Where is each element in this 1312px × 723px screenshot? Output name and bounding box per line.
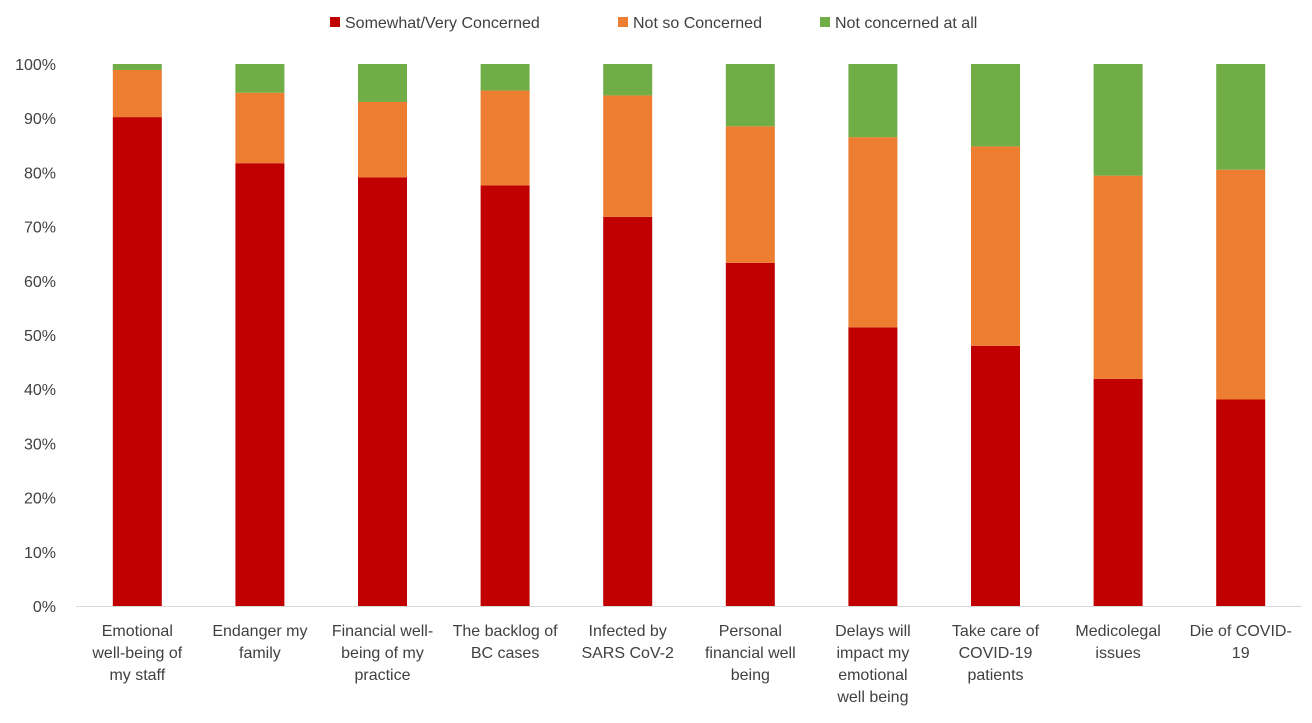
x-tick-label: Endanger my family: [212, 623, 307, 662]
x-tick-label-line: The backlog of: [453, 623, 559, 640]
bar-segment: [971, 345, 1020, 606]
x-tick-label: Personal financial well being: [705, 623, 796, 684]
legend-swatch: [618, 17, 628, 27]
bar-segment: [1093, 64, 1143, 176]
x-tick-label-line: Financial well-: [332, 623, 433, 640]
x-tick-label-line: financial well: [705, 645, 796, 662]
legend-swatch: [330, 17, 340, 27]
y-tick-label: 60%: [24, 274, 56, 291]
bar-segment: [480, 90, 530, 186]
y-tick-label: 90%: [24, 111, 56, 128]
x-tick-label-line: being: [731, 667, 770, 684]
y-tick-label: 50%: [24, 328, 56, 345]
bar-segment: [1216, 399, 1266, 606]
x-tick-label: Delays will impact my emotional well being: [835, 623, 911, 706]
x-tick-label-line: Endanger my: [212, 623, 307, 640]
x-tick-label-line: practice: [354, 667, 410, 684]
bar-segment: [725, 262, 775, 606]
x-tick-label-line: Take care of: [952, 623, 1040, 640]
x-tick-label-line: Medicolegal: [1075, 623, 1160, 640]
bar-segment: [112, 64, 162, 70]
bar-segment: [971, 146, 1020, 346]
x-tick-label-line: patients: [967, 667, 1023, 684]
x-tick-label-line: SARS CoV-2: [581, 645, 674, 662]
x-tick-label: Emotional well-being of my staff: [91, 623, 182, 684]
y-tick-label: 80%: [24, 165, 56, 182]
x-tick-label-line: being of my: [341, 645, 424, 662]
y-tick-label: 20%: [24, 491, 56, 508]
bar-segment: [848, 137, 898, 328]
y-tick-label: 10%: [24, 545, 56, 562]
bar-segment: [1216, 169, 1266, 400]
bar-segment: [603, 95, 653, 217]
bar-segment: [1093, 378, 1143, 606]
bar-segment: [480, 64, 530, 91]
x-tick-label: Infected by SARS CoV-2: [581, 623, 674, 662]
x-tick-label-line: family: [239, 645, 281, 662]
bar-segment: [1216, 64, 1266, 170]
x-tick-label: Take care of COVID-19 patients: [952, 623, 1040, 684]
bar-segment: [480, 185, 530, 606]
legend-label: Not so Concerned: [633, 15, 762, 32]
x-tick-label-line: my staff: [109, 667, 165, 684]
y-tick-label: 100%: [15, 57, 56, 74]
bar-segment: [603, 64, 653, 96]
x-tick-label-line: Infected by: [589, 623, 667, 640]
x-tick-label-line: COVID-19: [959, 645, 1033, 662]
y-tick-label: 30%: [24, 436, 56, 453]
x-tick-label: Medicolegal issues: [1075, 623, 1160, 662]
x-tick-label-line: 19: [1232, 645, 1250, 662]
bar-segment: [848, 327, 898, 606]
x-tick-label-line: well-being of: [91, 645, 182, 662]
x-tick-label-line: Emotional: [102, 623, 173, 640]
bar-segment: [112, 117, 162, 606]
y-tick-label: 0%: [33, 599, 56, 616]
y-tick-label: 70%: [24, 220, 56, 237]
x-tick-label-line: BC cases: [471, 645, 539, 662]
bar-segment: [358, 177, 407, 606]
legend-swatch: [820, 17, 830, 27]
bar-segment: [358, 64, 407, 102]
bar-segment: [358, 101, 407, 178]
y-tick-label: 40%: [24, 382, 56, 399]
x-tick-label: Die of COVID- 19: [1190, 623, 1292, 662]
x-tick-label-line: Delays will: [835, 623, 911, 640]
x-tick-label-line: impact my: [836, 645, 909, 662]
legend-label: Not concerned at all: [835, 15, 977, 32]
x-tick-label-line: Personal: [719, 623, 782, 640]
x-tick-label-line: emotional: [838, 667, 907, 684]
legend-label: Somewhat/Very Concerned: [345, 15, 540, 32]
x-tick-label-line: Die of COVID-: [1190, 623, 1292, 640]
bar-segment: [112, 69, 162, 118]
x-tick-label: The backlog of BC cases: [453, 623, 559, 662]
bar-segment: [725, 64, 775, 127]
bar-segment: [725, 126, 775, 263]
bar-segment: [235, 92, 285, 164]
x-tick-label-line: issues: [1095, 645, 1140, 662]
bar-segment: [848, 64, 898, 138]
bar-segment: [603, 216, 653, 606]
bar-segment: [1093, 175, 1143, 379]
x-tick-label-line: well being: [836, 689, 908, 706]
bar-segment: [235, 163, 285, 606]
bar-segment: [235, 64, 285, 93]
bar-segment: [971, 64, 1020, 147]
x-tick-label: Financial well-being of my practice: [332, 623, 433, 684]
